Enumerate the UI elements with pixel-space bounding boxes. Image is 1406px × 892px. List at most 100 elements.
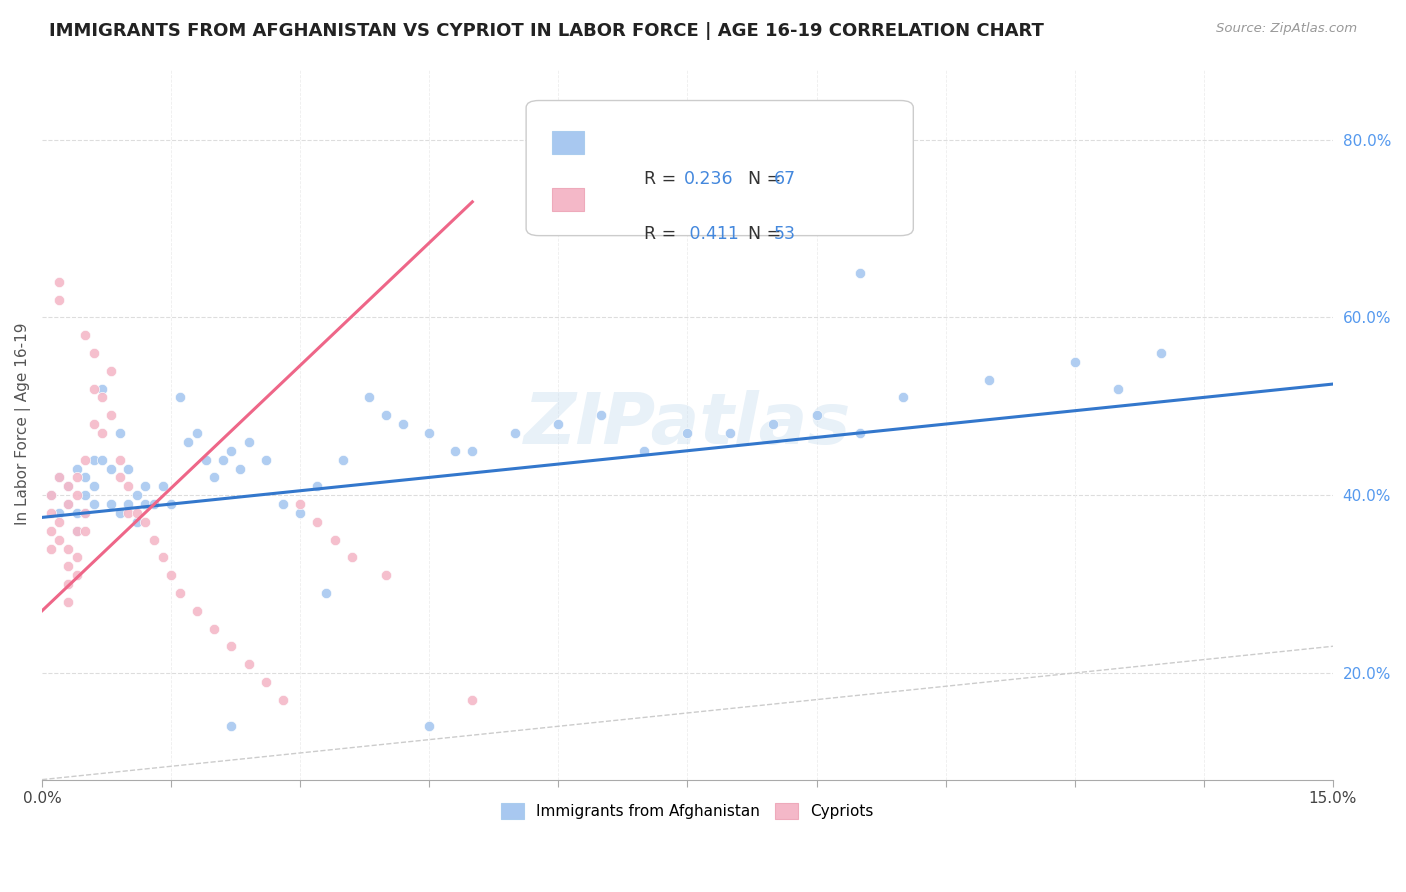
Point bbox=[91, 391, 114, 405]
Point bbox=[169, 586, 191, 600]
Point bbox=[762, 417, 785, 431]
Point bbox=[56, 479, 79, 493]
Point bbox=[108, 452, 131, 467]
Text: 53: 53 bbox=[773, 225, 796, 244]
Point bbox=[83, 417, 105, 431]
Point bbox=[75, 506, 97, 520]
Point bbox=[65, 524, 87, 538]
Point bbox=[271, 497, 294, 511]
Point bbox=[202, 470, 225, 484]
Point bbox=[83, 346, 105, 360]
Point bbox=[39, 506, 62, 520]
Point bbox=[48, 506, 70, 520]
Point bbox=[418, 719, 440, 733]
Point bbox=[461, 443, 484, 458]
Point bbox=[48, 293, 70, 307]
Point bbox=[83, 452, 105, 467]
Point bbox=[720, 425, 742, 440]
Point bbox=[134, 497, 156, 511]
Text: R =: R = bbox=[644, 170, 682, 188]
Point bbox=[65, 488, 87, 502]
Point bbox=[48, 470, 70, 484]
Point bbox=[65, 550, 87, 565]
Legend: Immigrants from Afghanistan, Cypriots: Immigrants from Afghanistan, Cypriots bbox=[495, 797, 880, 825]
Point bbox=[505, 425, 527, 440]
Point bbox=[117, 479, 139, 493]
Point bbox=[39, 541, 62, 556]
Point bbox=[340, 550, 363, 565]
Point bbox=[221, 640, 243, 654]
Point bbox=[56, 559, 79, 574]
Point bbox=[375, 568, 398, 582]
Text: 0.236: 0.236 bbox=[683, 170, 734, 188]
Point bbox=[39, 524, 62, 538]
Point bbox=[591, 408, 613, 422]
Point bbox=[444, 443, 467, 458]
Point bbox=[229, 461, 252, 475]
Point bbox=[100, 364, 122, 378]
Point bbox=[108, 425, 131, 440]
Point bbox=[221, 443, 243, 458]
Point bbox=[48, 275, 70, 289]
FancyBboxPatch shape bbox=[553, 131, 583, 153]
Point bbox=[152, 479, 174, 493]
Text: 67: 67 bbox=[773, 170, 796, 188]
FancyBboxPatch shape bbox=[526, 101, 914, 235]
Text: N =: N = bbox=[737, 225, 787, 244]
Point bbox=[100, 497, 122, 511]
Point bbox=[83, 497, 105, 511]
Point bbox=[65, 461, 87, 475]
Point bbox=[56, 479, 79, 493]
Point bbox=[91, 425, 114, 440]
Text: 0.411: 0.411 bbox=[683, 225, 738, 244]
Point bbox=[56, 577, 79, 591]
Point bbox=[891, 391, 914, 405]
Point bbox=[91, 382, 114, 396]
Point bbox=[1150, 346, 1173, 360]
Point bbox=[359, 391, 381, 405]
Point bbox=[75, 470, 97, 484]
Point bbox=[254, 674, 277, 689]
Point bbox=[39, 488, 62, 502]
Point bbox=[307, 479, 329, 493]
Point bbox=[48, 515, 70, 529]
Point bbox=[117, 461, 139, 475]
Point bbox=[75, 524, 97, 538]
Text: IMMIGRANTS FROM AFGHANISTAN VS CYPRIOT IN LABOR FORCE | AGE 16-19 CORRELATION CH: IMMIGRANTS FROM AFGHANISTAN VS CYPRIOT I… bbox=[49, 22, 1045, 40]
Point bbox=[125, 506, 148, 520]
Point bbox=[100, 408, 122, 422]
Point bbox=[75, 452, 97, 467]
Point bbox=[977, 373, 1000, 387]
Point bbox=[806, 408, 828, 422]
Point bbox=[271, 692, 294, 706]
Point bbox=[65, 568, 87, 582]
Text: N =: N = bbox=[737, 170, 787, 188]
Y-axis label: In Labor Force | Age 16-19: In Labor Force | Age 16-19 bbox=[15, 323, 31, 525]
Point bbox=[323, 533, 346, 547]
Point bbox=[143, 533, 166, 547]
Point bbox=[134, 515, 156, 529]
Text: Source: ZipAtlas.com: Source: ZipAtlas.com bbox=[1216, 22, 1357, 36]
FancyBboxPatch shape bbox=[553, 187, 583, 211]
Point bbox=[91, 452, 114, 467]
Point bbox=[332, 452, 354, 467]
Point bbox=[56, 497, 79, 511]
Point bbox=[633, 443, 655, 458]
Point bbox=[315, 586, 337, 600]
Point bbox=[65, 506, 87, 520]
Point bbox=[134, 479, 156, 493]
Point bbox=[848, 266, 870, 280]
Text: R =: R = bbox=[644, 225, 682, 244]
Point bbox=[238, 657, 260, 671]
Point bbox=[461, 692, 484, 706]
Point bbox=[202, 622, 225, 636]
Point bbox=[177, 434, 200, 449]
Point bbox=[290, 506, 312, 520]
Point bbox=[1107, 382, 1129, 396]
Point bbox=[186, 604, 208, 618]
Point bbox=[392, 417, 415, 431]
Point bbox=[48, 470, 70, 484]
Point bbox=[117, 497, 139, 511]
Point bbox=[56, 595, 79, 609]
Point bbox=[83, 479, 105, 493]
